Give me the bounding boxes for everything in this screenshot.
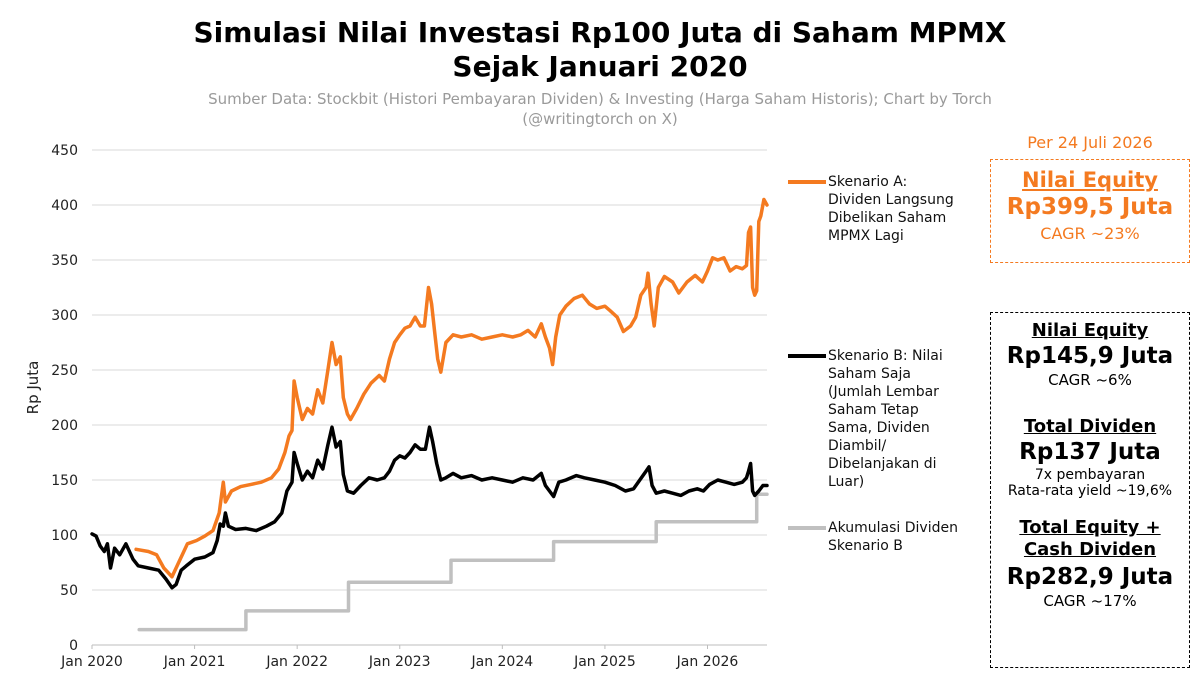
y-tick-label: 450 <box>51 143 78 159</box>
panel-b-div-value: Rp137 Juta <box>1019 439 1161 465</box>
y-tick-label: 400 <box>51 198 78 214</box>
subtitle-line1: Sumber Data: Stockbit (Histori Pembayara… <box>208 90 992 108</box>
legend-c: Akumulasi Dividen Skenario B <box>828 519 958 555</box>
y-tick-label: 350 <box>51 253 78 269</box>
y-tick-label: 300 <box>51 308 78 324</box>
legend-b-line: Diambil/ <box>828 438 887 454</box>
panel-b: Nilai Equity Rp145,9 Juta CAGR ~6% Total… <box>990 312 1190 668</box>
panel-a-label: Nilai Equity <box>1022 168 1158 192</box>
x-tick-label: Jan 2024 <box>470 654 533 670</box>
legend-b-line: Saham Saja <box>828 366 911 382</box>
legend-b-line: Sama, Dividen <box>828 420 930 436</box>
y-tick-label: 50 <box>60 583 78 599</box>
legend-a-line: MPMX Lagi <box>828 228 904 244</box>
legend-a-line: Dibelikan Saham <box>828 210 947 226</box>
panel-b-equity-value: Rp145,9 Juta <box>1006 343 1174 369</box>
legend-swatch-b <box>788 354 826 358</box>
panel-b-total-label1: Total Equity + <box>1019 517 1161 538</box>
y-tick-label: 200 <box>51 418 78 434</box>
series-line-a <box>134 197 769 579</box>
panel-b-div-note2: Rata-rata yield ~19,6% <box>1007 483 1173 499</box>
chart-title-line2: Sejak Januari 2020 <box>452 50 748 83</box>
panel-b-div-note1: 7x pembayaran <box>1034 467 1146 483</box>
chart-title-line1: Simulasi Nilai Investasi Rp100 Juta di S… <box>193 16 1007 49</box>
legend-b-line: Luar) <box>828 474 865 490</box>
x-tick-label: Jan 2025 <box>573 654 636 670</box>
chart-subtitle: Sumber Data: Stockbit (Histori Pembayara… <box>140 89 1060 129</box>
legend-b-line: Dibelanjakan di <box>828 456 937 472</box>
legend-b-line: (Jumlah Lembar <box>828 384 939 400</box>
legend-a-line: Dividen Langsung <box>828 192 954 208</box>
panel-b-equity-label: Nilai Equity <box>1031 320 1149 341</box>
panel-b-total-cagr: CAGR ~17% <box>1043 592 1137 610</box>
series-line-c <box>137 492 769 632</box>
y-tick-label: 0 <box>69 638 78 654</box>
legend-a-line: Skenario A: <box>828 174 908 190</box>
panel-b-total-value: Rp282,9 Juta <box>1006 564 1174 590</box>
legend-c-line: Akumulasi Dividen <box>828 520 958 536</box>
y-tick-label: 250 <box>51 363 78 379</box>
y-axis-label: Rp Juta <box>24 361 42 415</box>
legend-b-line: Skenario B: Nilai <box>828 348 943 364</box>
panel-a-value: Rp399,5 Juta <box>1006 194 1174 220</box>
panel-b-div-label: Total Dividen <box>1023 416 1157 437</box>
x-tick-label: Jan 2020 <box>60 654 123 670</box>
series-line-b <box>90 425 769 590</box>
legend-a: Skenario A: Dividen Langsung Dibelikan S… <box>828 173 954 245</box>
panel-b-equity-cagr: CAGR ~6% <box>1048 371 1132 389</box>
panel-a-date: Per 24 Juli 2026 <box>1027 133 1153 152</box>
legend-b-line: Saham Tetap <box>828 402 919 418</box>
y-tick-label: 150 <box>51 473 78 489</box>
panel-b-total-label2: Cash Dividen <box>1023 539 1157 560</box>
legend-swatch-c <box>788 526 826 530</box>
panel-a-cagr: CAGR ~23% <box>1040 224 1140 243</box>
panel-a: Nilai Equity Rp399,5 Juta CAGR ~23% <box>990 159 1190 263</box>
x-tick-label: Jan 2021 <box>163 654 226 670</box>
legend-c-line: Skenario B <box>828 538 903 554</box>
legend-swatch-a <box>788 180 826 184</box>
subtitle-line2: (@writingtorch on X) <box>522 110 678 128</box>
x-tick-label: Jan 2022 <box>265 654 328 670</box>
y-tick-label: 100 <box>51 528 78 544</box>
x-tick-label: Jan 2026 <box>676 654 739 670</box>
x-tick-label: Jan 2023 <box>368 654 431 670</box>
legend-b: Skenario B: Nilai Saham Saja (Jumlah Lem… <box>828 347 943 491</box>
